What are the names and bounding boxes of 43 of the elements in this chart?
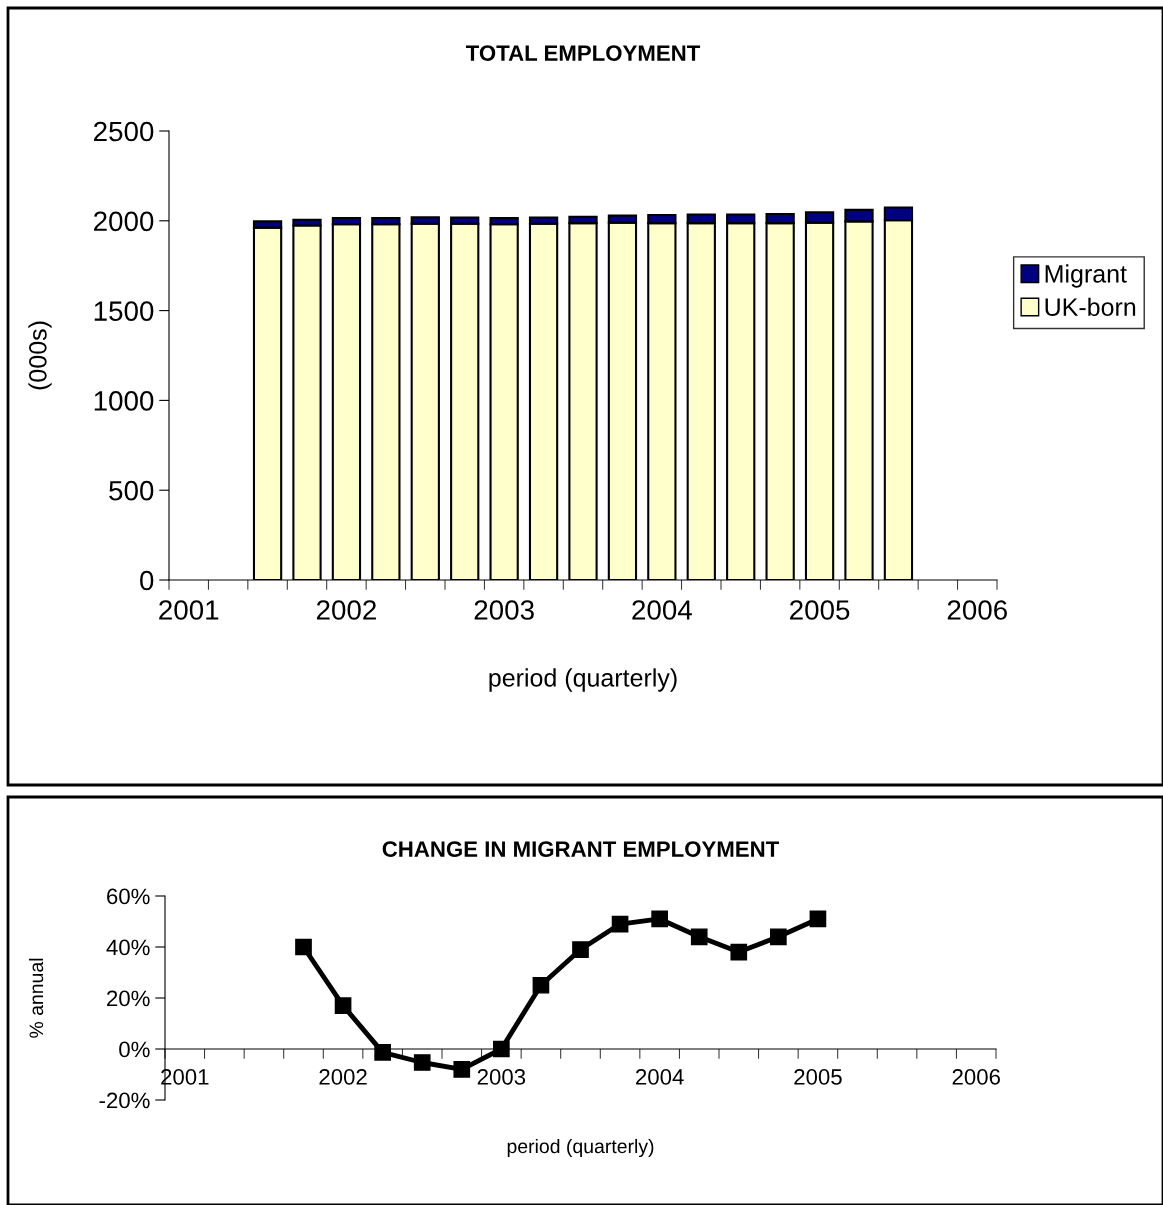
point [295, 938, 312, 956]
y-tick-label: -20% [99, 1092, 150, 1109]
x-tick-label: 2003 [474, 600, 534, 620]
y-tick-label: 0 [140, 570, 154, 591]
x-tick-label: 2004 [636, 1069, 684, 1085]
y-tick-label: 60% [107, 888, 150, 905]
x-tick-label: 2002 [319, 1069, 367, 1085]
point [611, 915, 629, 933]
y-axis-title: (000s) [28, 321, 52, 390]
point [334, 997, 352, 1014]
chart-title: TOTAL EMPLOYMENT [465, 45, 701, 61]
x-axis-title: period (quarterly) [489, 668, 677, 692]
x-tick-label: 2003 [477, 1069, 526, 1085]
x-tick-label: 2006 [947, 600, 1007, 620]
point [453, 1061, 471, 1078]
x-tick-label: 2001 [159, 600, 219, 620]
point [809, 910, 827, 928]
point [770, 928, 787, 946]
point [730, 943, 748, 961]
point [413, 1054, 431, 1071]
point [690, 928, 708, 946]
legend-label: Migrant [1045, 264, 1127, 288]
x-tick-label: 2006 [952, 1069, 1000, 1085]
x-tick-label: 2002 [316, 600, 376, 620]
y-tick-label: 1500 [94, 301, 154, 321]
x-tick-label: 2005 [794, 1069, 842, 1085]
x-tick-label: 2005 [790, 600, 850, 620]
y-tick-label: 1000 [94, 391, 154, 411]
point [374, 1043, 391, 1061]
chart-title: CHANGE IN MIGRANT EMPLOYMENT [382, 841, 780, 857]
y-tick-label: 2000 [94, 211, 154, 232]
y-axis-title: % annual [28, 958, 44, 1038]
y-tick-label: 500 [109, 480, 154, 501]
y-tick-label: 40% [106, 939, 150, 956]
x-axis-title: period (quarterly) [507, 1138, 654, 1158]
point [572, 941, 589, 958]
legend-label: UK-born [1045, 297, 1136, 316]
x-tick-label: 2004 [632, 600, 692, 620]
y-tick-label: 20% [107, 990, 150, 1007]
point [651, 910, 668, 928]
point [532, 976, 550, 994]
y-tick-label: 0% [119, 1041, 150, 1058]
y-tick-label: 2500 [94, 121, 154, 142]
